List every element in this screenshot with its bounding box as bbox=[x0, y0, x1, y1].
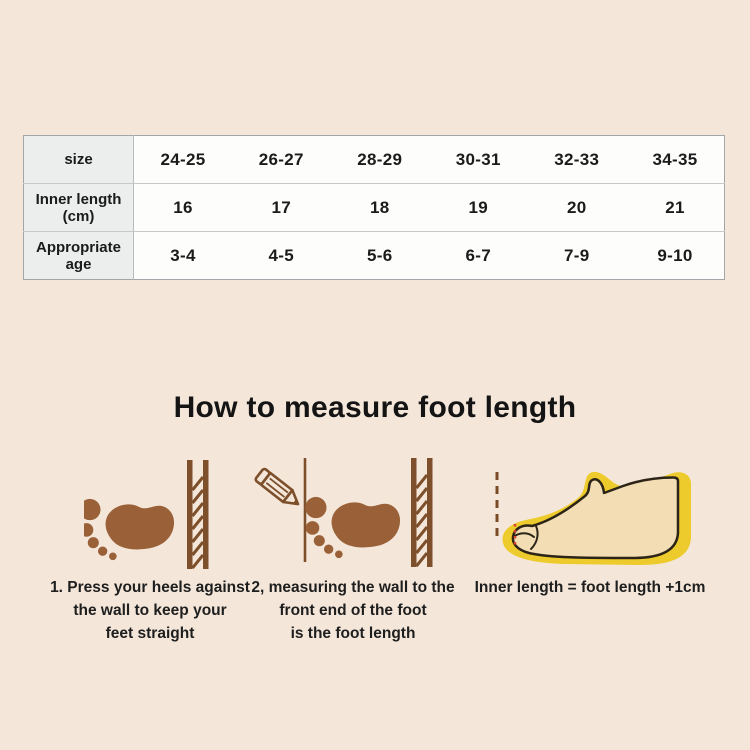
caption-line: the wall to keep your bbox=[73, 602, 227, 619]
table-cell: 5-6 bbox=[367, 245, 393, 265]
table-cell: 34-35 bbox=[626, 135, 725, 184]
table-cell: 32-33 bbox=[527, 135, 626, 184]
foot-profile-icon bbox=[502, 471, 691, 565]
size-table: size 24-25 26-27 28-29 30-31 32-33 34-35… bbox=[23, 135, 725, 280]
row-header-cell: Inner length (cm) bbox=[23, 183, 134, 232]
footprint-wall-illustration bbox=[84, 458, 210, 571]
table-cell: 16 bbox=[133, 183, 232, 232]
table-cell: 30-31 bbox=[429, 135, 528, 184]
step-caption: 1. Press your heels against the wall to … bbox=[38, 576, 262, 645]
step-caption: Inner length = foot length +1cm bbox=[452, 576, 728, 599]
caption-line: 2, measuring the wall to the bbox=[251, 579, 455, 596]
footprint-icon bbox=[84, 498, 175, 561]
table-cell: 17 bbox=[232, 183, 331, 232]
pencil-footprint-wall-illustration bbox=[254, 458, 434, 569]
caption-line: front end of the foot bbox=[279, 602, 427, 619]
wall-icon bbox=[409, 458, 434, 569]
wall-icon bbox=[185, 458, 210, 571]
caption-line: is the foot length bbox=[290, 625, 416, 642]
table-cell: 21 bbox=[626, 183, 725, 232]
table-cell: 6-7 bbox=[465, 245, 491, 265]
table-row: Inner length (cm) 16 17 18 19 20 21 bbox=[23, 183, 725, 232]
table-row: Appropriate age 3-4 4-5 5-6 6-7 7-9 9-10 bbox=[23, 231, 725, 280]
row-header-cell: size bbox=[23, 135, 134, 184]
table-cell: 9-10 bbox=[657, 245, 693, 265]
foot-profile-illustration bbox=[495, 471, 691, 565]
measure-steps: 1. Press your heels against the wall to … bbox=[0, 456, 750, 686]
section-title: How to measure foot length bbox=[173, 391, 577, 424]
table-cell: 28-29 bbox=[330, 135, 429, 184]
table-cell: 3-4 bbox=[170, 245, 196, 265]
footprint-icon bbox=[305, 496, 401, 559]
table-cell: 4-5 bbox=[268, 245, 294, 265]
table-cell: 7-9 bbox=[564, 245, 590, 265]
caption-line: feet straight bbox=[105, 625, 195, 642]
table-cell: 24-25 bbox=[133, 135, 232, 184]
table-cell: 18 bbox=[330, 183, 429, 232]
caption-line: 1. Press your heels against bbox=[50, 579, 250, 596]
caption-line: Inner length = foot length +1cm bbox=[474, 579, 706, 596]
table-cell: 20 bbox=[527, 183, 626, 232]
pencil-icon bbox=[254, 467, 300, 506]
table-row: size 24-25 26-27 28-29 30-31 32-33 34-35 bbox=[23, 135, 725, 184]
table-cell: 26-27 bbox=[232, 135, 331, 184]
step-caption: 2, measuring the wall to the front end o… bbox=[243, 576, 463, 645]
table-cell: 19 bbox=[429, 183, 528, 232]
row-header-cell: Appropriate age bbox=[23, 231, 134, 280]
